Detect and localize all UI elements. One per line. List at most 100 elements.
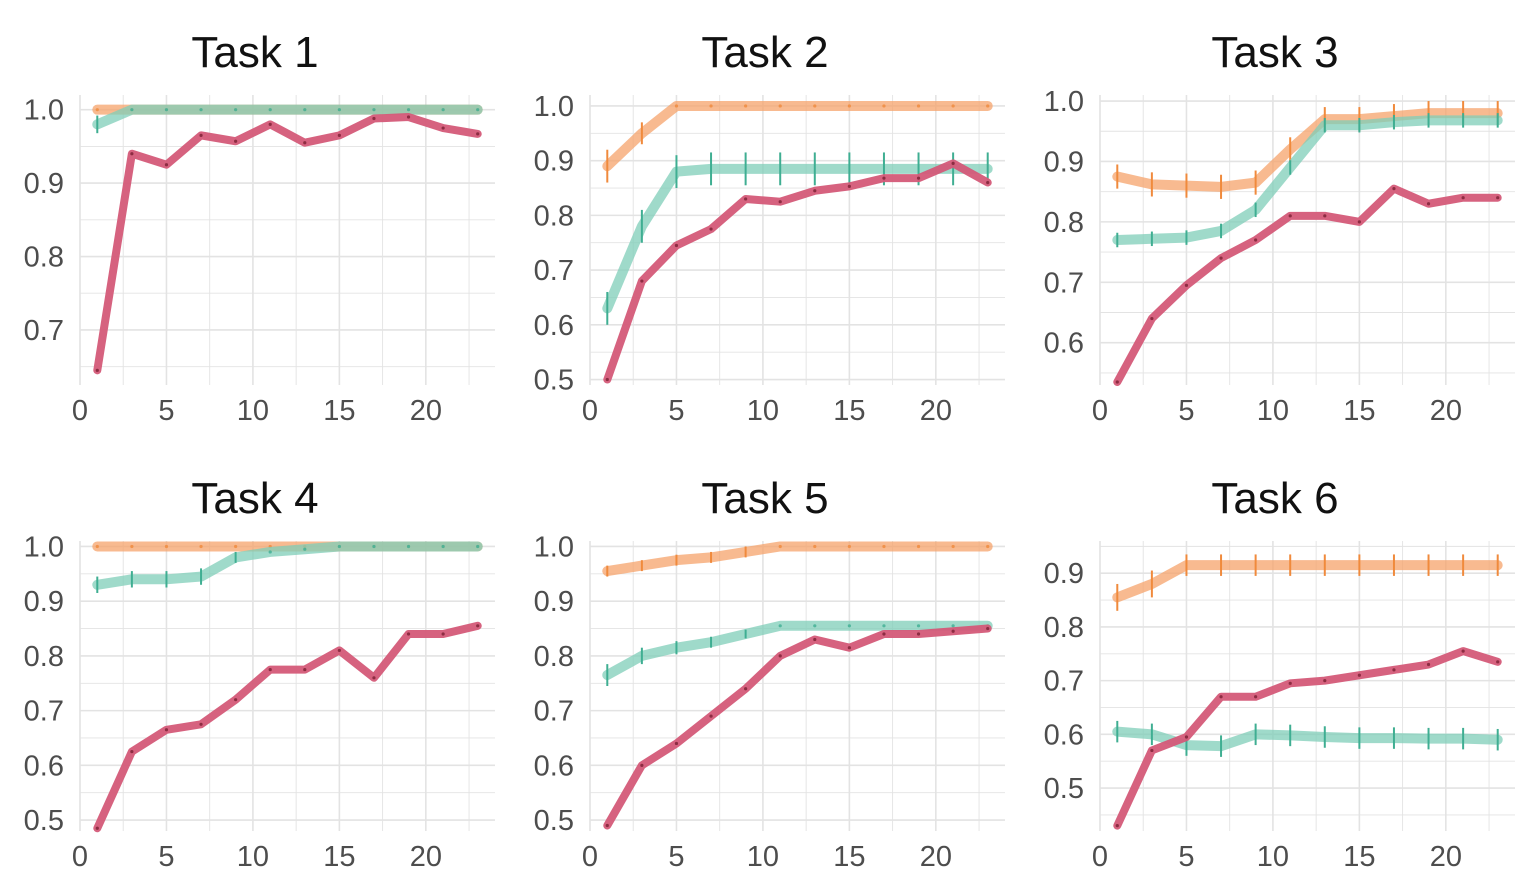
data-point bbox=[406, 544, 411, 549]
data-point bbox=[372, 676, 376, 680]
data-point bbox=[640, 279, 644, 283]
series-line-teal bbox=[602, 620, 993, 681]
data-point bbox=[268, 122, 272, 126]
y-tick-label: 0.9 bbox=[1044, 146, 1084, 178]
y-tick-label: 0.8 bbox=[24, 641, 64, 673]
data-point bbox=[476, 624, 480, 628]
panel-task-6: Task 6 0 5 10 15 20 0.5 0.6 0.7 0.8 0.9 bbox=[1020, 446, 1530, 892]
series-orange bbox=[602, 541, 993, 577]
series-line-orange bbox=[602, 541, 993, 577]
series-teal bbox=[92, 541, 483, 593]
data-point bbox=[778, 544, 782, 549]
data-point bbox=[441, 108, 445, 112]
x-tick-label: 5 bbox=[158, 395, 174, 427]
data-point bbox=[640, 763, 644, 767]
data-point bbox=[1150, 748, 1154, 753]
data-point bbox=[337, 544, 341, 549]
chart-svg: 0 5 10 15 20 0.7 0.8 0.9 1.0 bbox=[24, 95, 495, 427]
series-line-teal bbox=[92, 541, 483, 590]
data-point bbox=[372, 544, 376, 549]
y-tick-label: 0.7 bbox=[24, 696, 64, 728]
y-tick-label: 0.6 bbox=[1044, 719, 1084, 751]
data-point bbox=[199, 133, 203, 137]
data-point bbox=[916, 544, 921, 549]
data-point bbox=[1357, 220, 1361, 224]
data-point bbox=[199, 544, 203, 549]
data-point bbox=[372, 108, 376, 112]
series-teal bbox=[602, 620, 993, 686]
data-point bbox=[268, 108, 272, 112]
data-point bbox=[1426, 662, 1431, 667]
data-point bbox=[476, 544, 480, 549]
data-point bbox=[337, 133, 341, 137]
data-point bbox=[778, 654, 782, 658]
series-red bbox=[1113, 184, 1502, 386]
data-point bbox=[1150, 316, 1154, 321]
data-point bbox=[813, 189, 817, 193]
x-tick-label: 10 bbox=[1257, 841, 1289, 873]
x-tick-label: 0 bbox=[1092, 395, 1108, 427]
panel-task-2: Task 2 0 5 10 15 20 0.5 0.6 0.7 0.8 0.9 1.0 bbox=[510, 0, 1020, 446]
chart-svg: 0 5 10 15 20 0.6 0.7 0.8 0.9 1.0 bbox=[1044, 86, 1515, 427]
y-tick-label: 0.7 bbox=[24, 315, 64, 347]
data-point bbox=[234, 139, 238, 143]
x-tick-label: 5 bbox=[158, 841, 174, 873]
series-line-teal bbox=[92, 104, 483, 130]
data-point bbox=[337, 648, 341, 653]
y-tick-label: 0.9 bbox=[24, 586, 64, 618]
data-point bbox=[709, 227, 713, 231]
data-point bbox=[95, 108, 99, 112]
chart-svg: 0 5 10 15 20 0.5 0.6 0.7 0.8 0.9 bbox=[1044, 541, 1515, 873]
x-tick-label: 0 bbox=[72, 395, 88, 427]
data-point bbox=[986, 544, 990, 549]
data-point bbox=[1323, 214, 1327, 218]
data-point bbox=[744, 687, 748, 691]
y-tick-label: 0.8 bbox=[534, 200, 574, 232]
data-point bbox=[951, 161, 955, 165]
x-tick-label: 0 bbox=[582, 841, 598, 873]
data-point bbox=[234, 108, 238, 112]
data-point bbox=[95, 826, 99, 830]
y-tick-label: 0.9 bbox=[1044, 558, 1084, 590]
data-point bbox=[268, 667, 272, 672]
panel-title: Task 2 bbox=[701, 28, 829, 77]
data-point bbox=[882, 176, 886, 180]
panel-task-3: Task 3 0 5 10 15 20 0.6 0.7 0.8 0.9 1.0 bbox=[1020, 0, 1530, 446]
x-tick-label: 5 bbox=[668, 841, 684, 873]
data-point bbox=[813, 544, 817, 549]
x-tick-label: 10 bbox=[1257, 395, 1289, 427]
data-point bbox=[882, 104, 886, 108]
x-tick-label: 15 bbox=[833, 395, 865, 427]
x-tick-label: 5 bbox=[668, 395, 684, 427]
data-point bbox=[1426, 202, 1431, 206]
y-tick-label: 0.8 bbox=[1044, 207, 1084, 239]
x-tick-label: 0 bbox=[1092, 841, 1108, 873]
data-point bbox=[951, 104, 955, 108]
x-tick-label: 5 bbox=[1178, 841, 1194, 873]
x-tick-label: 20 bbox=[1430, 395, 1462, 427]
series-line-teal bbox=[602, 163, 993, 314]
y-tick-label: 0.8 bbox=[534, 641, 574, 673]
y-tick-label: 0.8 bbox=[1044, 612, 1084, 644]
y-tick-label: 0.7 bbox=[1044, 267, 1084, 299]
chart-svg: 0 5 10 15 20 0.5 0.6 0.7 0.8 0.9 1.0 bbox=[534, 531, 1005, 873]
data-point bbox=[1184, 283, 1189, 287]
data-point bbox=[406, 115, 411, 119]
data-point bbox=[847, 544, 851, 549]
y-tick-label: 1.0 bbox=[24, 95, 64, 127]
panel-title: Task 6 bbox=[1211, 474, 1339, 523]
series-line-orange bbox=[1112, 560, 1503, 603]
data-point bbox=[1115, 824, 1119, 828]
grid bbox=[1099, 541, 1515, 831]
data-point bbox=[1392, 668, 1396, 672]
y-tick-label: 0.7 bbox=[534, 255, 574, 287]
x-tick-label: 20 bbox=[410, 395, 442, 427]
chart-svg: 0 5 10 15 20 0.5 0.6 0.7 0.8 0.9 1.0 bbox=[24, 531, 495, 873]
x-tick-label: 10 bbox=[747, 395, 779, 427]
x-tick-label: 15 bbox=[833, 841, 865, 873]
data-point bbox=[164, 108, 169, 112]
data-point bbox=[847, 624, 851, 628]
y-tick-label: 0.5 bbox=[534, 365, 574, 397]
data-point bbox=[303, 141, 307, 145]
data-point bbox=[1392, 187, 1396, 191]
